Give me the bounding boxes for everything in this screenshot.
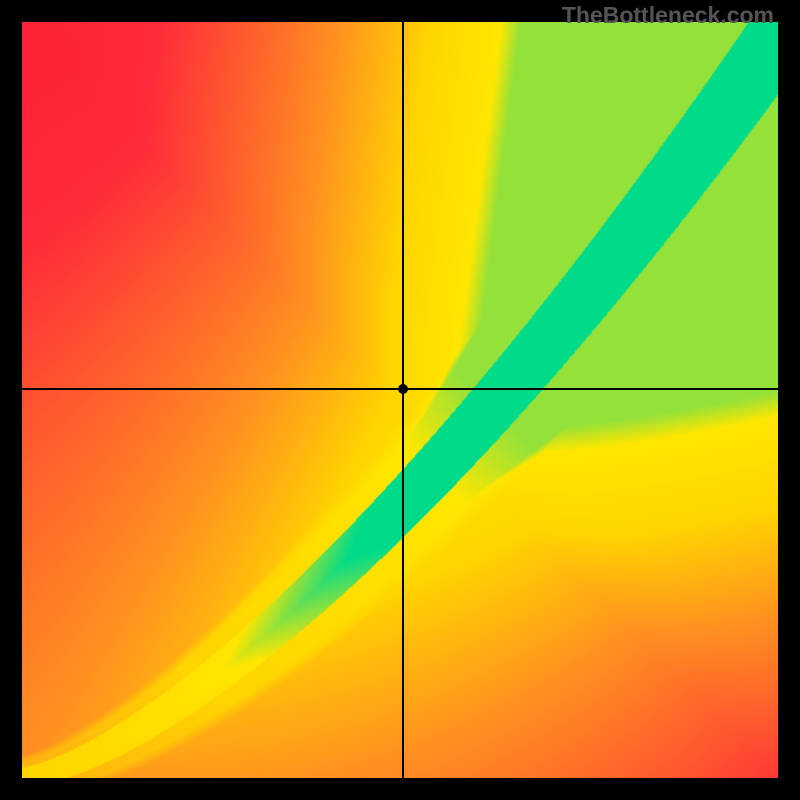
crosshair-vertical-line xyxy=(402,22,404,778)
plot-area xyxy=(22,22,778,778)
crosshair-marker-dot[interactable] xyxy=(398,384,408,394)
source-watermark: TheBottleneck.com xyxy=(562,2,774,29)
bottleneck-heatmap xyxy=(22,22,778,778)
